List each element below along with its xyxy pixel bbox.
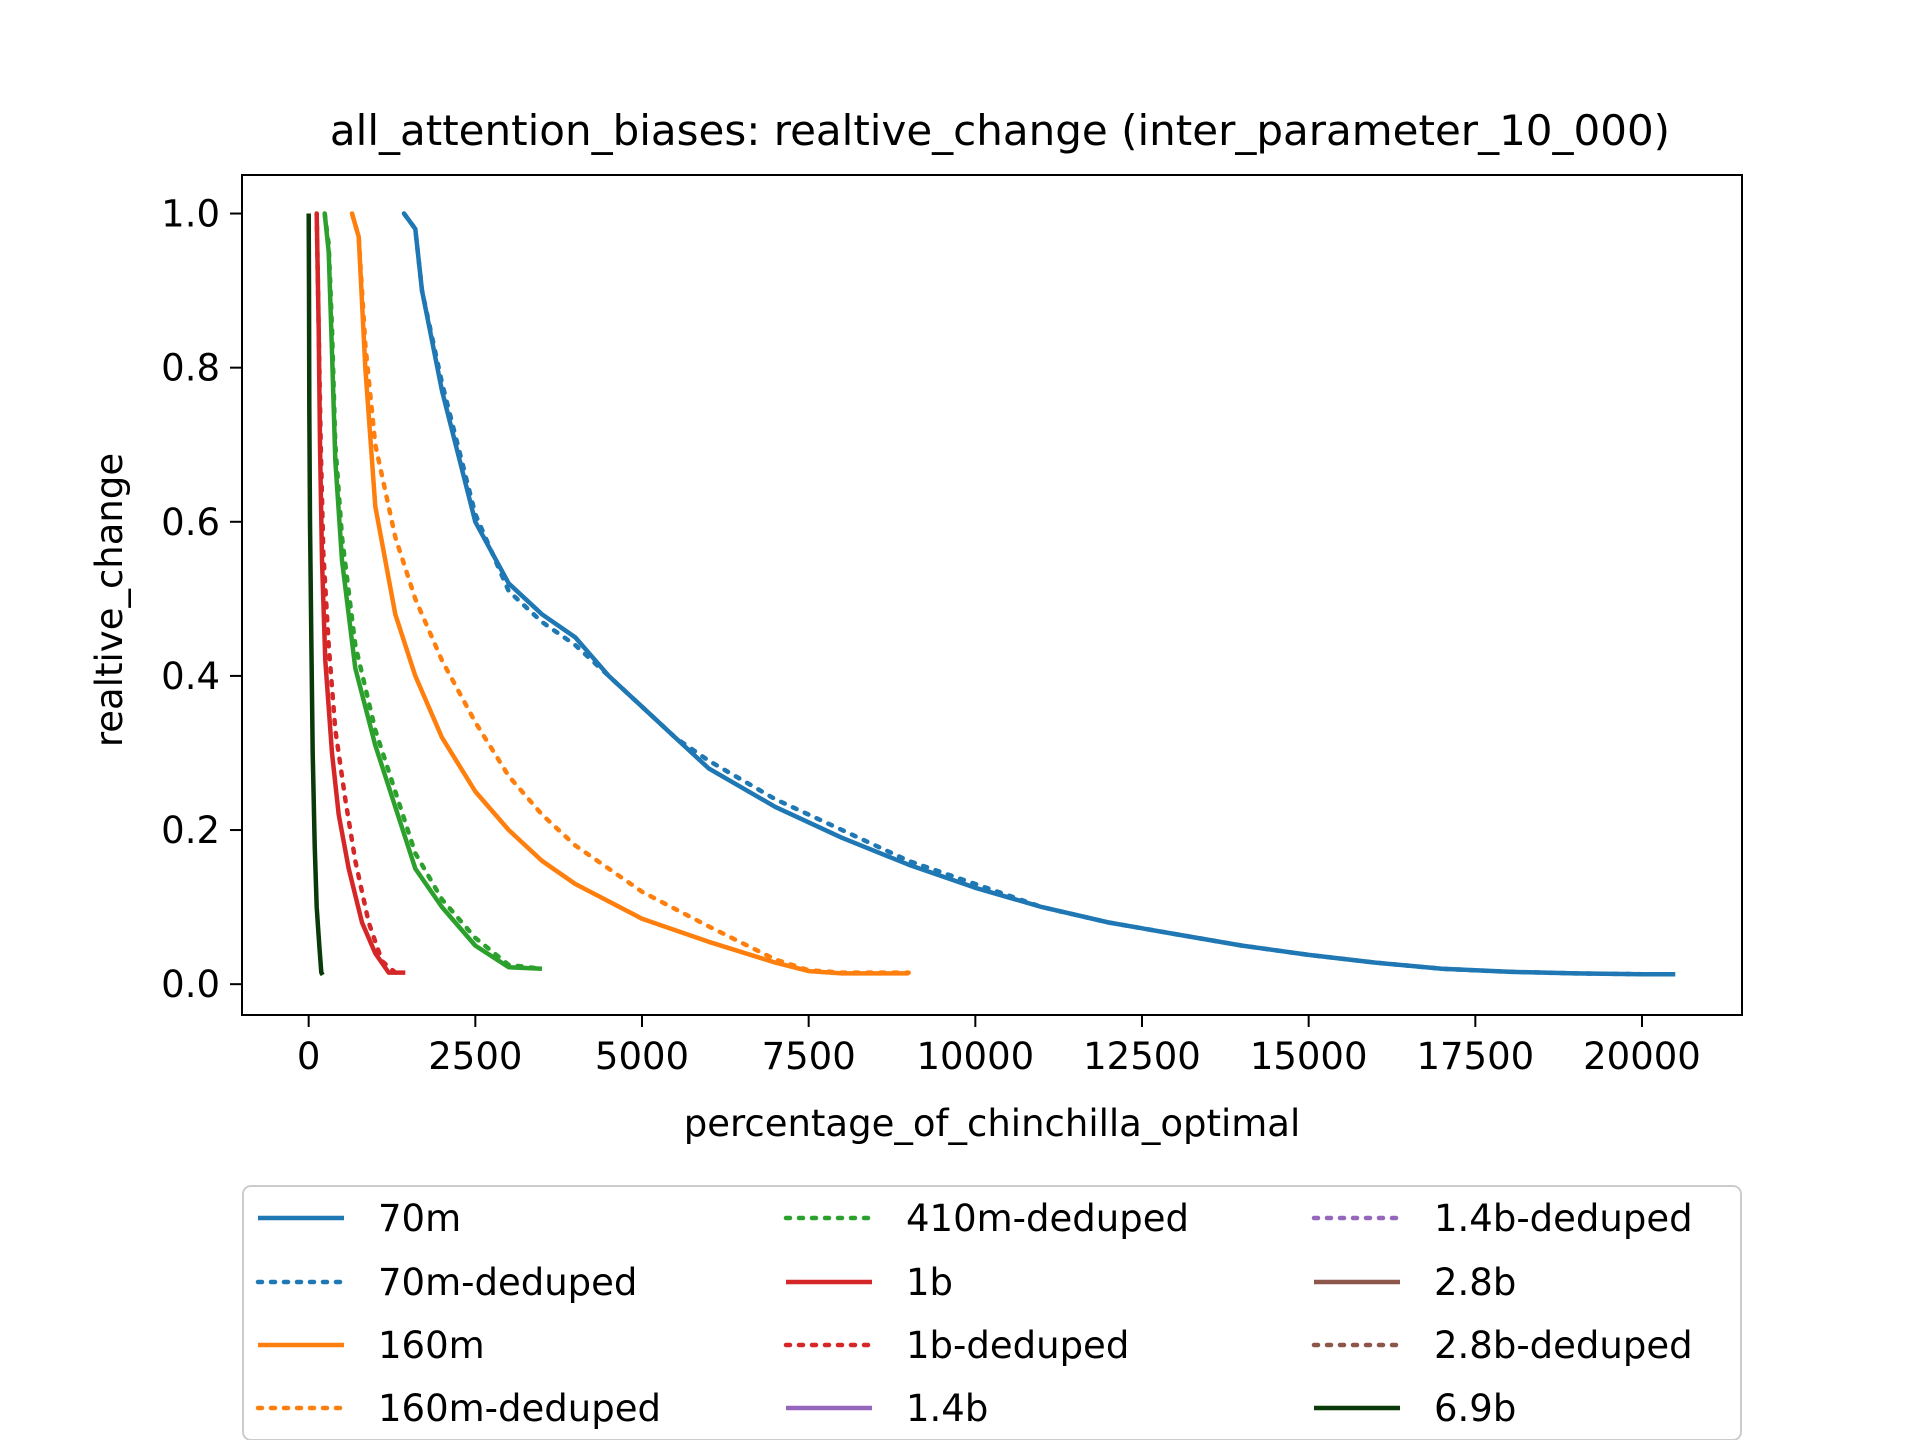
x-tick-label: 12500 [1083,1035,1201,1078]
y-axis: 0.0 0.2 0.4 0.6 0.8 1.0 [161,193,242,1006]
legend-label: 6.9b [1434,1387,1516,1430]
legend-label: 2.8b-deduped [1434,1324,1693,1367]
series-line-160m-deduped [349,211,911,975]
legend-label: 410m-deduped [906,1197,1189,1240]
legend-label: 1b [906,1261,953,1304]
legend-item-2.8b: 2.8b [1314,1261,1516,1304]
legend-item-70m: 70m [258,1197,461,1240]
legend-label: 70m-deduped [378,1261,637,1304]
series-line-6.9b [306,213,325,977]
legend-label: 1b-deduped [906,1324,1129,1367]
legend-item-1b: 1b [786,1261,953,1304]
series-line-70m-deduped [401,211,1678,977]
x-tick-label: 20000 [1583,1035,1701,1078]
y-tick-label: 1.0 [161,193,220,236]
x-tick-label: 2500 [428,1035,522,1078]
legend-item-160m-deduped: 160m-deduped [255,1387,661,1430]
legend-label: 160m-deduped [378,1387,661,1430]
y-axis-label: realtive_change [88,453,131,747]
series-line-410m-deduped [322,211,545,972]
plot-series [306,211,1678,977]
x-axis-label: percentage_of_chinchilla_optimal [684,1102,1301,1145]
legend-items: 70m 70m-deduped 160m 160m-deduped 410m-dedup… [255,1197,1693,1430]
y-tick-label: 0.0 [161,963,220,1006]
x-tick-label: 10000 [916,1035,1034,1078]
x-axis: 0 2500 5000 7500 10000 12500 15000 17500 20000 [297,1015,1701,1078]
y-tick-label: 0.2 [161,809,220,852]
x-tick-label: 0 [297,1035,321,1078]
series-line-160m [349,212,909,976]
plot-frame [241,174,1743,1016]
y-tick-label: 0.6 [161,501,220,544]
legend: 70m 70m-deduped 160m 160m-deduped 410m-dedup… [242,1185,1742,1441]
legend-label: 1.4b-deduped [1434,1197,1693,1240]
legend-label: 1.4b [906,1387,988,1430]
legend-label: 70m [378,1197,461,1240]
x-tick-label: 17500 [1416,1035,1534,1078]
series-line-unlabeled-0 [322,213,543,972]
legend-item-1.4b: 1.4b [786,1387,988,1430]
legend-item-70m-deduped: 70m-deduped [255,1261,637,1304]
series-line-1b-deduped [314,211,405,975]
y-tick-label: 0.4 [161,655,220,698]
legend-item-410m-deduped: 410m-deduped [783,1197,1189,1240]
y-tick-label: 0.8 [161,347,220,390]
x-tick-label: 15000 [1250,1035,1368,1078]
x-tick-label: 7500 [762,1035,856,1078]
legend-item-160m: 160m [258,1324,485,1367]
legend-label: 160m [378,1324,485,1367]
legend-item-1b-deduped: 1b-deduped [783,1324,1129,1367]
legend-item-6.9b: 6.9b [1314,1387,1516,1430]
x-tick-label: 5000 [595,1035,689,1078]
legend-item-1.4b-deduped: 1.4b-deduped [1311,1197,1693,1240]
legend-item-2.8b-deduped: 2.8b-deduped [1311,1324,1693,1367]
legend-label: 2.8b [1434,1261,1516,1304]
chart-title: all_attention_biases: realtive_change (i… [330,106,1670,155]
